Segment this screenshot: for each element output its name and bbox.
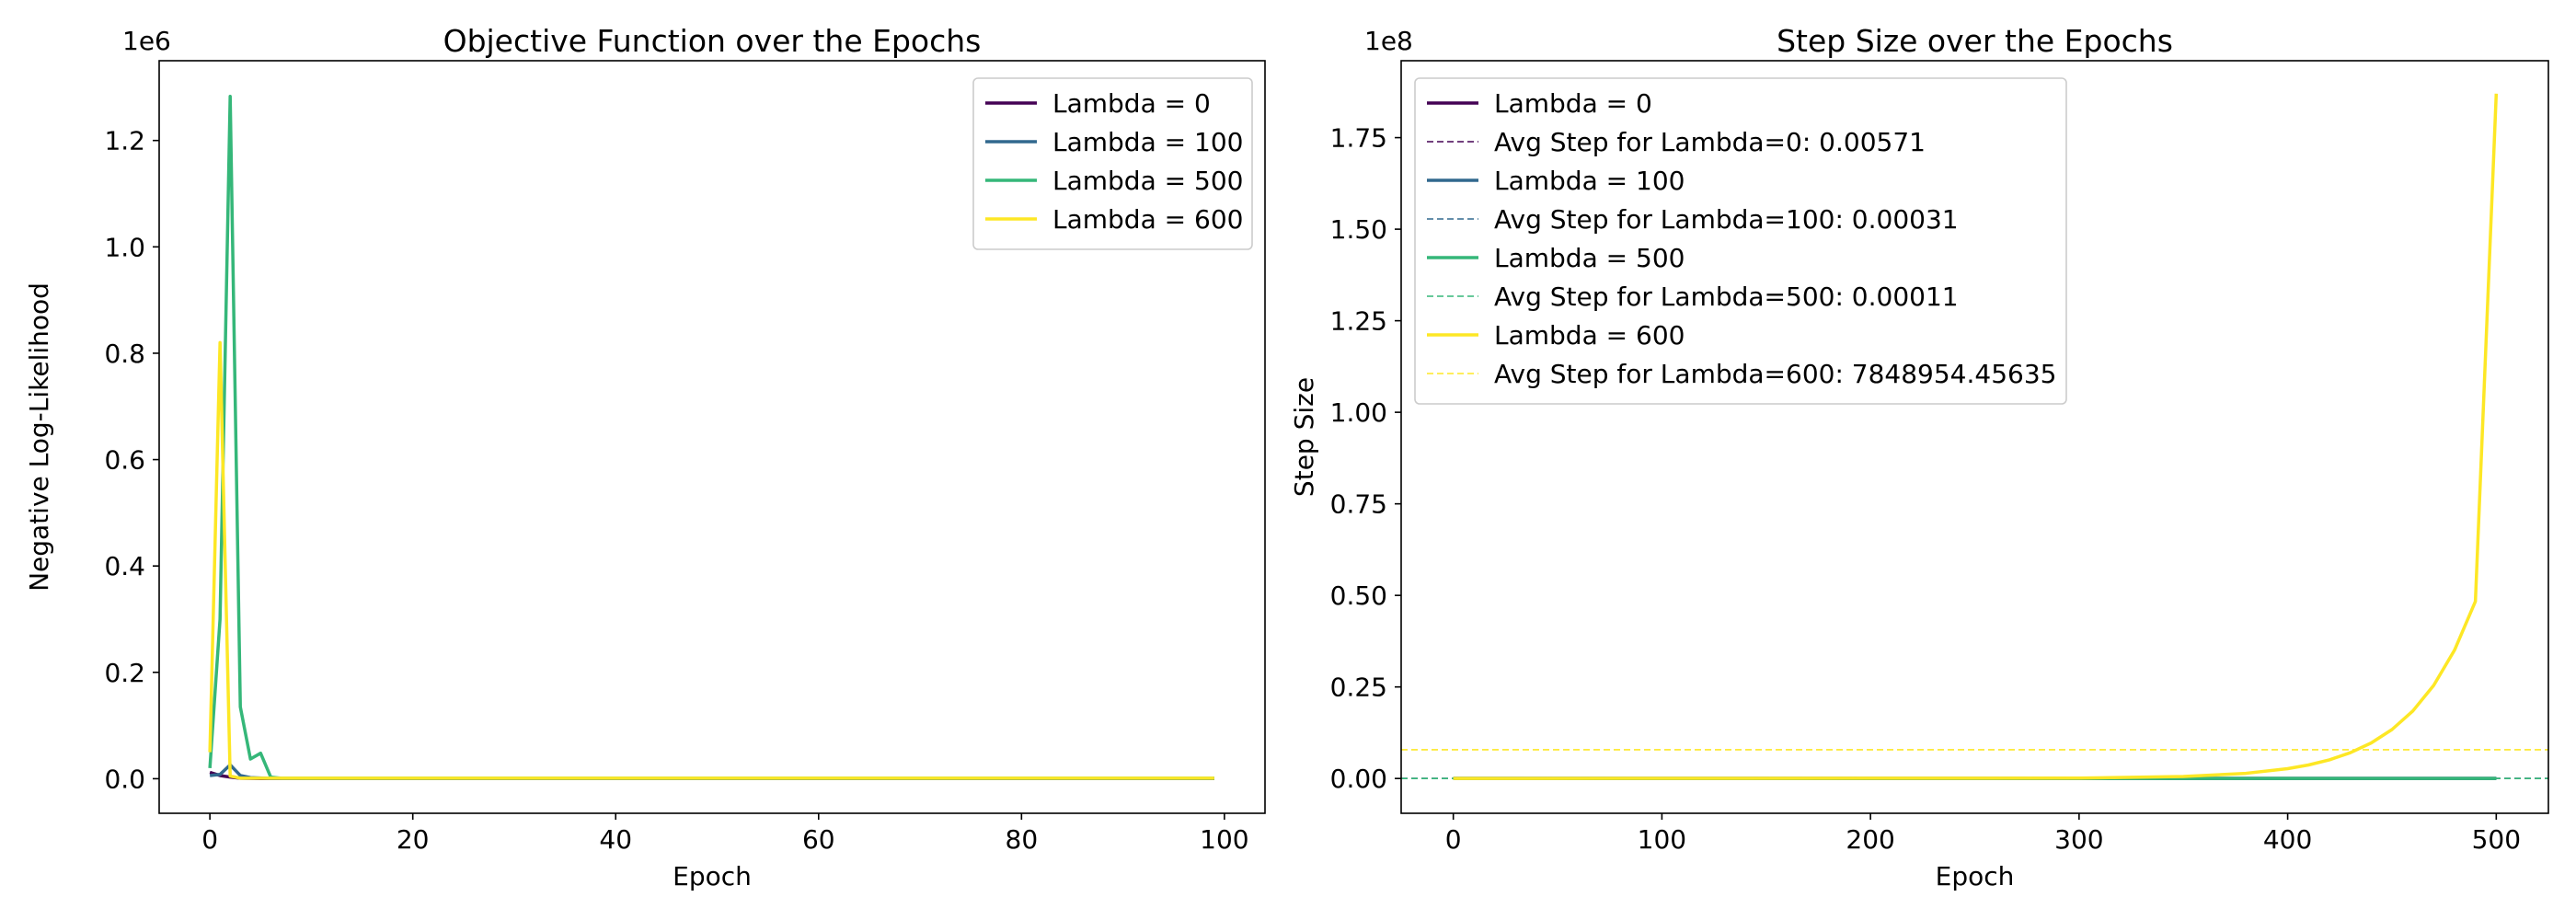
x-tick-label: 60	[802, 824, 835, 855]
legend-entry-6: Avg Step for Lambda=500: 0.00011	[1494, 282, 1959, 312]
series-2-line	[209, 763, 1214, 780]
legend-entry-1: Lambda = 0	[1052, 88, 1211, 119]
series-7-line	[1453, 93, 2499, 780]
y-tick-label: 1.0	[104, 232, 145, 262]
y-tick-label: 0.2	[104, 658, 145, 688]
legend-box	[1414, 77, 2067, 405]
series-4-line	[208, 340, 1214, 780]
x-tick-label: 400	[2263, 824, 2312, 855]
plot-area	[208, 94, 1214, 781]
legend-entry-8: Avg Step for Lambda=600: 7848954.45635	[1494, 359, 2056, 389]
legend-entry-1: Lambda = 0	[1494, 88, 1652, 119]
x-tick-label: 40	[599, 824, 632, 855]
plot-area	[1401, 93, 2548, 780]
y-tick-label: 0.6	[104, 445, 145, 476]
y-tick-label: 1.25	[1330, 306, 1387, 337]
y-offset-label: 1e8	[1364, 26, 1413, 56]
y-tick-label: 0.8	[104, 339, 145, 369]
legend-entry-2: Avg Step for Lambda=0: 0.00571	[1494, 127, 1926, 157]
y-tick-label: 0.75	[1330, 489, 1387, 520]
axes-frame	[1400, 60, 2549, 814]
chart-title: Objective Function over the Epochs	[443, 23, 982, 59]
y-tick-label: 1.50	[1330, 214, 1387, 245]
x-tick-label: 100	[1200, 824, 1248, 855]
legend-entry-4: Avg Step for Lambda=100: 0.00031	[1494, 204, 1959, 235]
chart-title: Step Size over the Epochs	[1777, 23, 2173, 59]
x-tick-label: 200	[1846, 824, 1894, 855]
x-axis-label: Epoch	[1936, 861, 2015, 891]
y-offset-label: 1e6	[122, 26, 171, 56]
y-tick-label: 0.00	[1330, 764, 1387, 794]
x-tick-label: 0	[1445, 824, 1462, 855]
y-tick-label: 0.50	[1330, 581, 1387, 611]
y-tick-label: 0.4	[104, 551, 145, 581]
x-tick-label: 500	[2472, 824, 2521, 855]
legend-entry-3: Lambda = 500	[1052, 166, 1243, 196]
legend-box	[972, 77, 1253, 250]
y-axis-label: Step Size	[1289, 377, 1319, 497]
x-tick-label: 0	[201, 824, 218, 855]
axes-frame	[158, 60, 1266, 814]
y-tick-label: 1.2	[104, 126, 145, 156]
x-tick-label: 80	[1006, 824, 1039, 855]
x-axis-label: Epoch	[673, 861, 752, 891]
y-axis-label: Negative Log-Likelihood	[24, 282, 54, 592]
y-tick-label: 1.75	[1330, 123, 1387, 154]
x-tick-label: 20	[397, 824, 430, 855]
legend-entry-4: Lambda = 600	[1052, 204, 1243, 235]
y-tick-label: 0.25	[1330, 673, 1387, 703]
x-tick-label: 300	[2054, 824, 2103, 855]
legend-entry-2: Lambda = 100	[1052, 127, 1243, 157]
chart-2: 0 100 200 300 400 500 0.00 0.25 0.50 0.75 1.00 1.25…	[1289, 23, 2549, 891]
chart-1: 0 20 40 60 80 100 0.0 0.2 0.4 0.6 0.8 1.0 1.2 1e6 Obje…	[24, 23, 1266, 891]
legend: Lambda = 0 Avg Step for Lambda=0: 0.00571…	[1414, 77, 2067, 405]
y-tick-label: 0.0	[104, 764, 145, 794]
legend-entry-3: Lambda = 100	[1494, 166, 1685, 196]
legend-entry-7: Lambda = 600	[1494, 320, 1685, 351]
y-tick-label: 1.00	[1330, 397, 1387, 428]
x-tick-label: 100	[1638, 824, 1686, 855]
legend-entry-5: Lambda = 500	[1494, 243, 1685, 273]
legend: Lambda = 0 Lambda = 100 Lambda = 500 Lambda…	[972, 77, 1253, 250]
